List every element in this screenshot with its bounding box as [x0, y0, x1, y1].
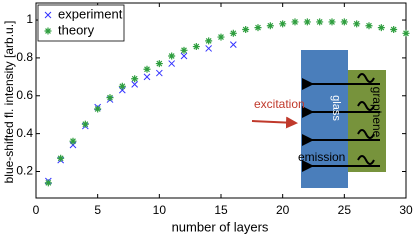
data-point	[303, 18, 311, 26]
data-point	[81, 120, 89, 128]
data-point	[143, 65, 151, 73]
y-tick-label: 0.6	[16, 88, 33, 102]
data-point	[402, 29, 410, 37]
data-point	[69, 137, 77, 145]
y-tick-label: 0.4	[16, 126, 33, 140]
y-tick-label: 0.2	[16, 164, 33, 178]
data-point	[143, 73, 151, 81]
emission-arrows	[302, 73, 380, 172]
legend-marker	[44, 11, 52, 19]
data-point	[106, 94, 114, 102]
data-point	[205, 45, 213, 52]
x-axis-label: number of layers	[172, 219, 269, 234]
excitation-arrow	[251, 116, 298, 129]
x-tick-label: 15	[214, 203, 228, 217]
data-point	[44, 179, 52, 187]
legend-box	[37, 4, 125, 42]
data-point	[131, 81, 139, 88]
inset-diagram: excitation glass graphene emission	[251, 50, 386, 188]
data-point	[353, 20, 361, 28]
x-tick-label: 0	[33, 203, 40, 217]
data-point	[365, 22, 373, 30]
data-point	[390, 26, 398, 34]
y-tick-label: 0.8	[16, 50, 33, 64]
annotation: glass	[330, 95, 342, 121]
x-tick-label: 25	[338, 203, 352, 217]
data-point	[168, 60, 176, 67]
data-point	[254, 24, 262, 32]
data-point	[242, 26, 250, 34]
data-point	[217, 33, 225, 41]
data-point	[291, 18, 299, 26]
data-point	[118, 82, 126, 90]
data-point	[229, 29, 237, 37]
annotation: graphene	[370, 87, 384, 138]
data-point	[180, 52, 188, 60]
x-tick-label: 5	[94, 203, 101, 217]
annotation: excitation	[254, 97, 305, 111]
data-point	[328, 18, 336, 26]
data-point	[155, 69, 163, 77]
data-point	[94, 105, 102, 113]
data-point	[205, 37, 213, 45]
data-point	[229, 41, 237, 49]
legend-marker	[44, 27, 52, 35]
x-tick-label: 10	[153, 203, 167, 217]
graphene-layer	[348, 70, 386, 172]
data-point	[192, 43, 200, 51]
data-point	[131, 75, 139, 83]
data-point	[340, 18, 348, 26]
data-point	[57, 154, 65, 162]
annotation: emission	[298, 150, 345, 164]
x-tick-label: 30	[399, 203, 413, 217]
legend-label: experiment	[58, 6, 123, 21]
data-point	[168, 52, 176, 60]
y-axis-label: blue-shifted fl. intensity [arb.u.]	[2, 21, 16, 184]
x-tick-label: 20	[276, 203, 290, 217]
data-point	[155, 60, 163, 68]
data-point	[266, 22, 274, 30]
legend-label: theory	[58, 22, 95, 37]
data-point	[279, 20, 287, 28]
data-point	[316, 18, 324, 26]
y-tick-label: 1	[26, 12, 33, 26]
data-point	[180, 46, 188, 54]
data-point	[377, 24, 385, 32]
